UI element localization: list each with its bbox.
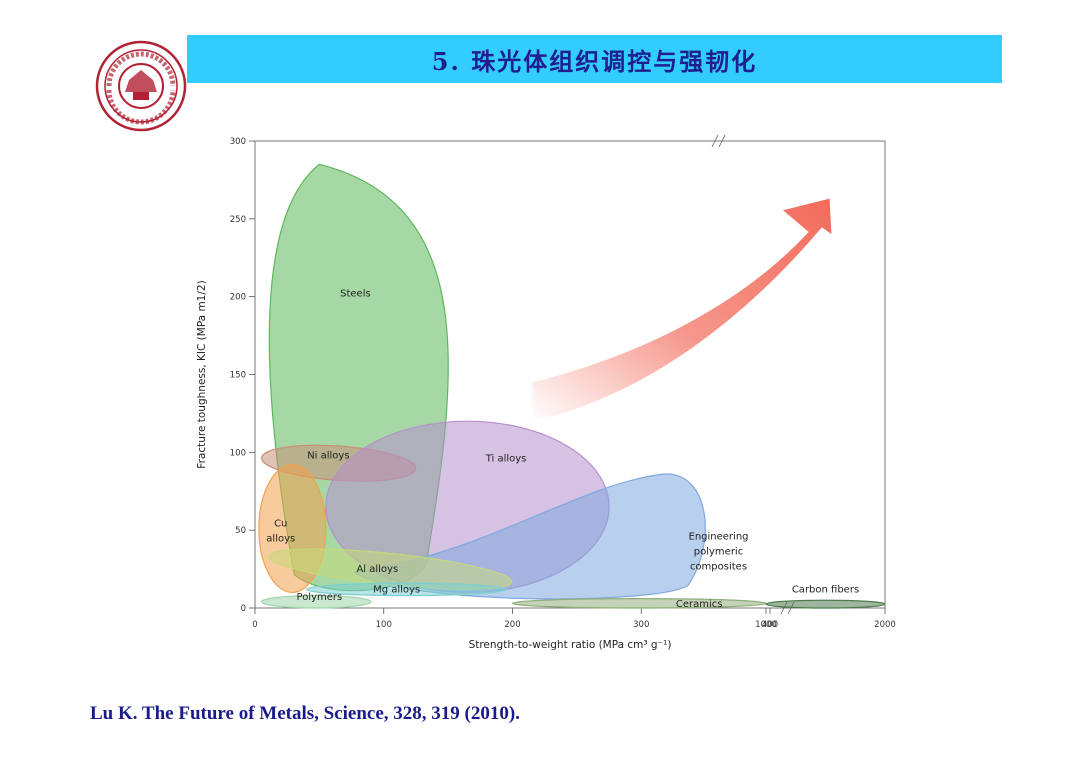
x-tick-label: 400 xyxy=(762,620,778,630)
carbon-fibers-region xyxy=(765,599,886,609)
title-banner: 5. 珠光体组织调控与强韧化 xyxy=(187,35,1002,83)
axis-break-mark xyxy=(718,134,726,148)
cu-alloys-label: Cu alloys xyxy=(266,518,295,544)
x-tick-label: 2000 xyxy=(874,620,896,630)
y-tick-label: 200 xyxy=(230,293,246,303)
y-tick-label: 250 xyxy=(230,215,246,225)
mg-alloys-label: Mg alloys xyxy=(373,584,420,595)
ceramics-region xyxy=(511,598,767,609)
y-tick-label: 0 xyxy=(241,604,246,614)
x-tick-label: 100 xyxy=(376,620,392,630)
x-tick-label: 0 xyxy=(252,620,257,630)
polymers-region xyxy=(260,594,372,609)
x-tick-label: 1000 xyxy=(755,620,777,630)
university-seal-icon xyxy=(95,40,187,132)
x-tick-label: 300 xyxy=(633,620,649,630)
y-tick-label: 300 xyxy=(230,137,246,147)
axis-break-mark xyxy=(711,134,719,148)
y-tick-label: 50 xyxy=(235,526,246,536)
y-tick-label: 100 xyxy=(230,448,246,458)
al-alloys-label: Al alloys xyxy=(356,564,398,575)
x-tick-label: 200 xyxy=(504,620,520,630)
x-axis-title: Strength-to-weight ratio (MPa cm³ g⁻¹) xyxy=(469,639,672,651)
page-title: 5. 珠光体组织调控与强韧化 xyxy=(431,46,758,76)
citation-text: Lu K. The Future of Metals, Science, 328… xyxy=(90,703,520,724)
ti-alloys-label: Ti alloys xyxy=(485,454,527,465)
y-tick-label: 150 xyxy=(230,371,246,381)
steels-label: Steels xyxy=(340,289,371,300)
trend-arrow xyxy=(531,197,833,423)
ni-alloys-label: Ni alloys xyxy=(307,451,349,462)
y-axis-title: Fracture toughness, KIC (MPa m1/2) xyxy=(196,280,208,468)
engineering-polymeric-composites-label: Engineering polymeric composites xyxy=(689,532,749,573)
ceramics-label: Ceramics xyxy=(676,599,723,610)
mg-alloys-region xyxy=(305,582,507,597)
polymers-label: Polymers xyxy=(297,592,343,603)
carbon-fibers-label: Carbon fibers xyxy=(792,584,859,595)
